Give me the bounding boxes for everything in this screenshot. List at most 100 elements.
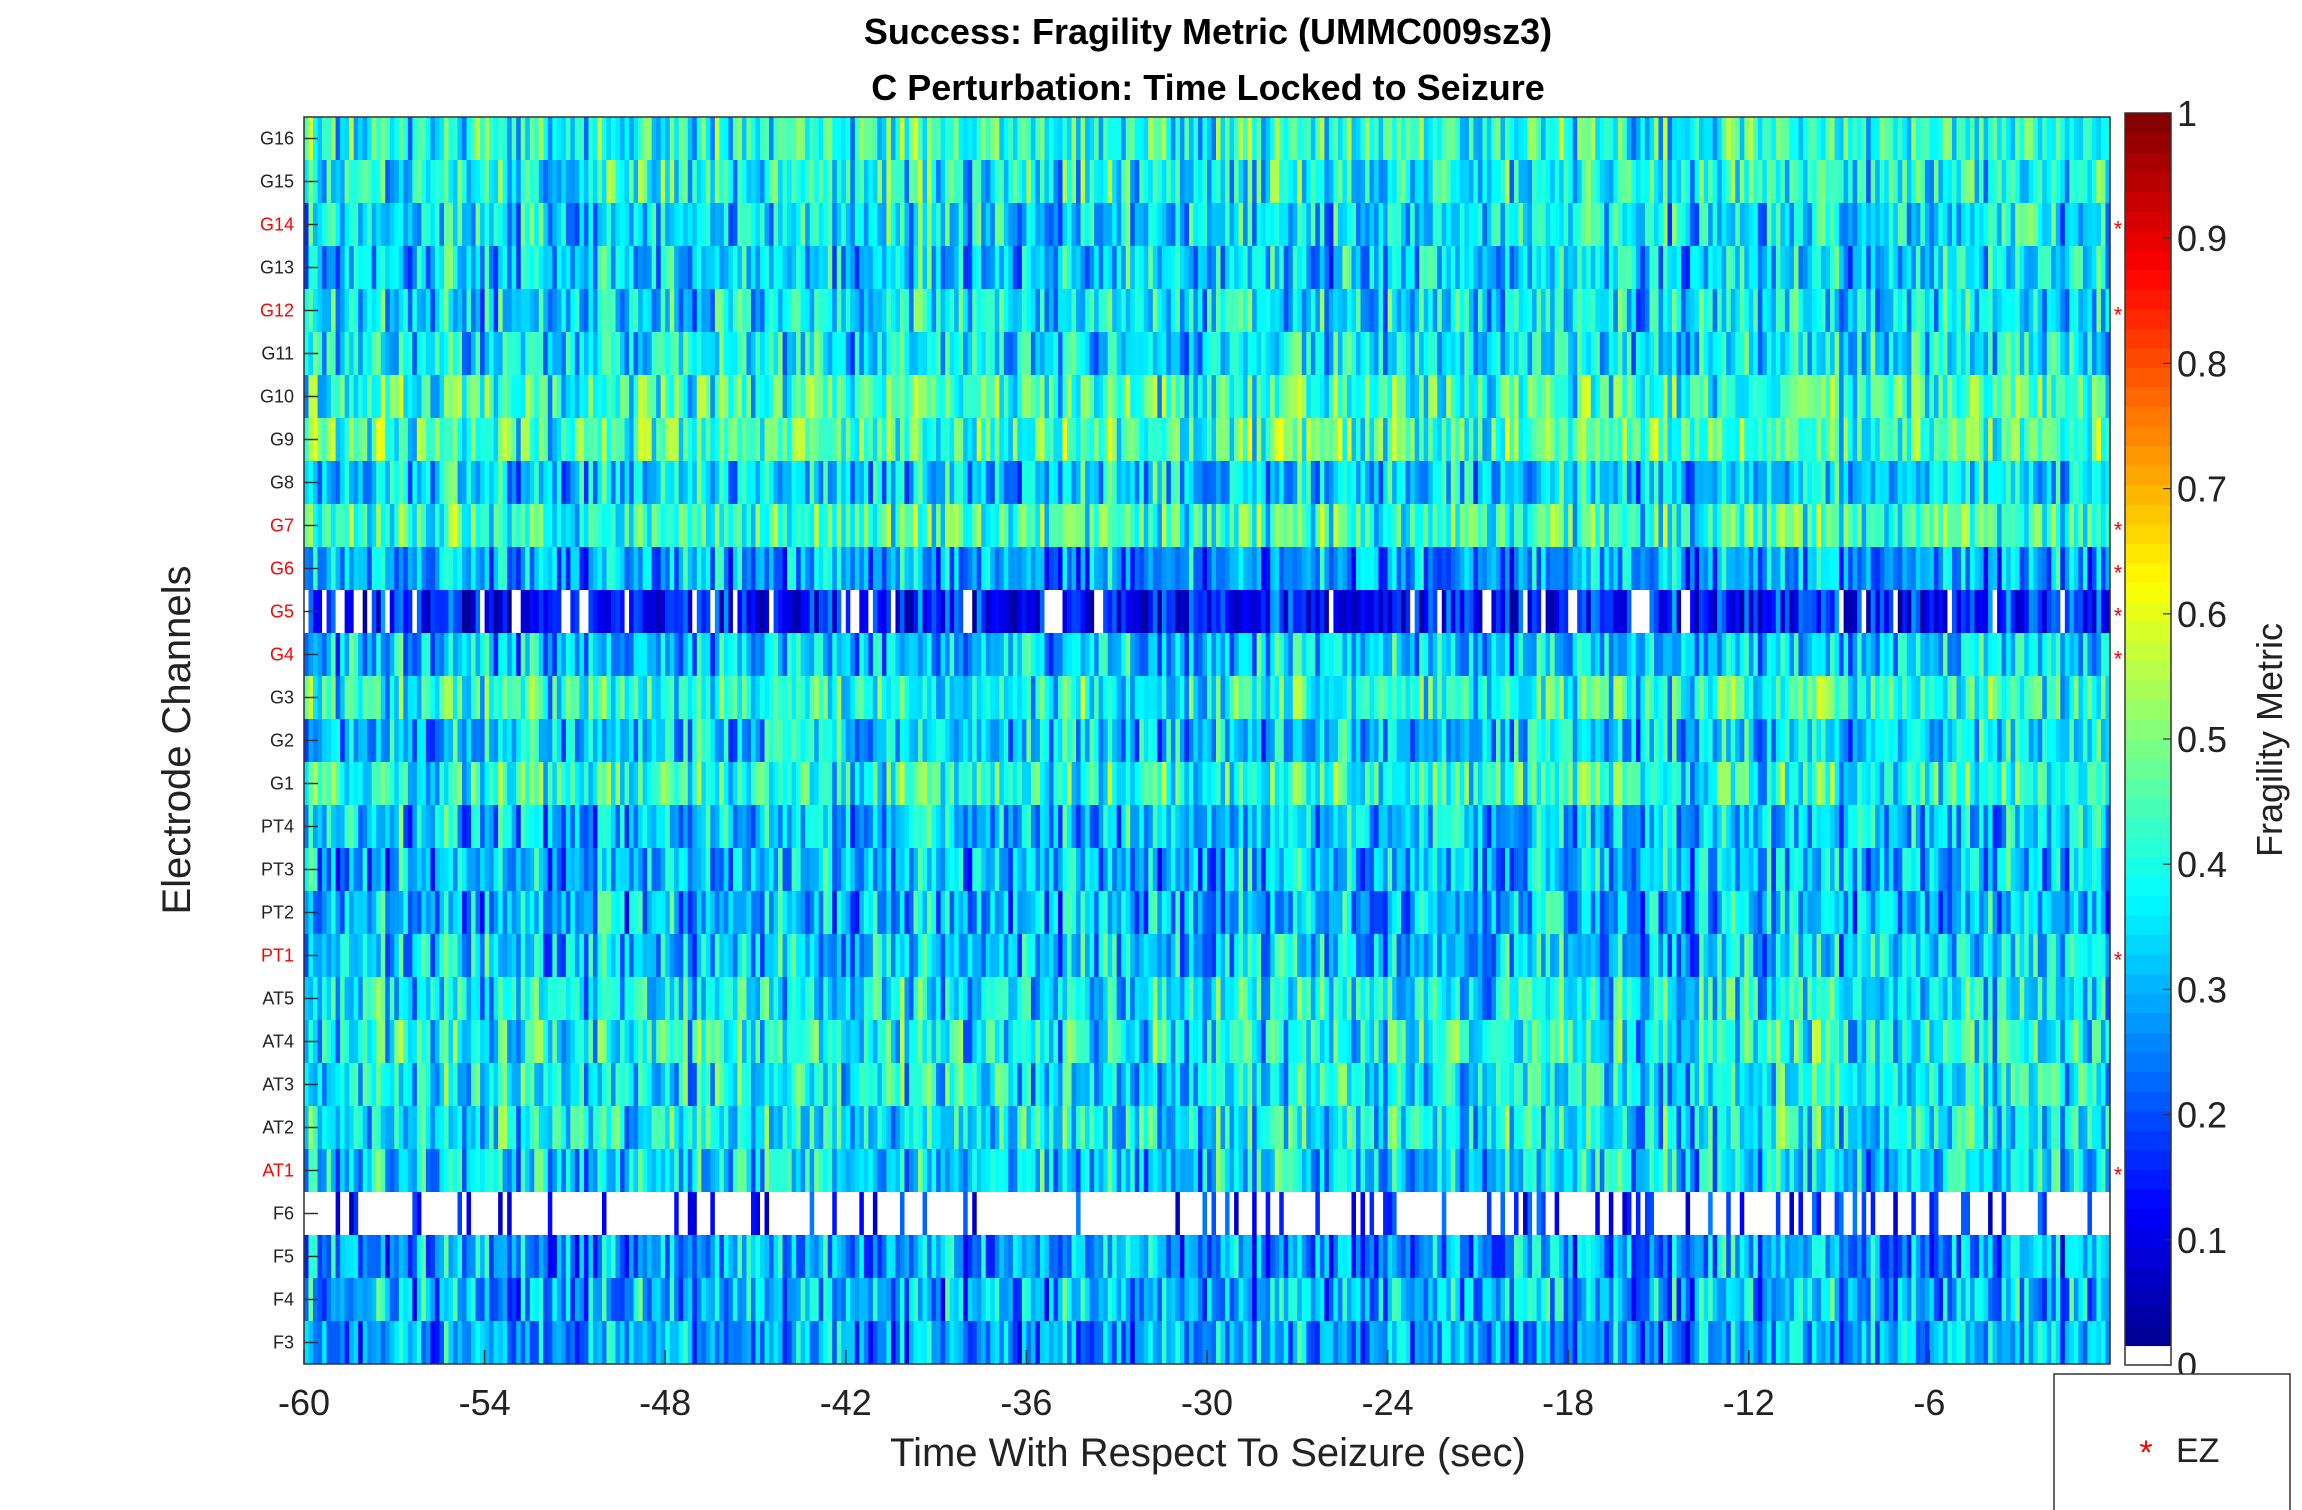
heatmap-cell (2024, 332, 2030, 376)
heatmap-cell (796, 160, 802, 204)
heatmap-cell (1396, 332, 1402, 376)
heatmap-cell (1613, 289, 1619, 333)
heatmap-cell (1134, 289, 1140, 333)
heatmap-cell (2069, 203, 2075, 247)
heatmap-cell (904, 633, 910, 677)
heatmap-cell (1333, 375, 1339, 419)
heatmap-cell (1775, 160, 1781, 204)
heatmap-cell (1234, 375, 1240, 419)
heatmap-cell (475, 504, 481, 548)
heatmap-cell (823, 633, 829, 677)
heatmap-cell (1870, 117, 1876, 161)
heatmap-cell (1920, 547, 1926, 591)
heatmap-cell (1482, 160, 1488, 204)
heatmap-cell (1586, 246, 1592, 290)
heatmap-cell (963, 375, 969, 419)
heatmap-cell (1613, 117, 1619, 161)
heatmap-cell (1184, 289, 1190, 333)
heatmap-cell (1504, 590, 1511, 634)
heatmap-cell (597, 160, 603, 204)
heatmap-cell (2078, 332, 2084, 376)
heatmap-cell (1139, 117, 1145, 161)
heatmap-cell (760, 504, 766, 548)
heatmap-cell (344, 461, 350, 505)
heatmap-cell (687, 203, 693, 247)
heatmap-cell (1757, 332, 1763, 376)
heatmap-cell (1550, 117, 1556, 161)
heatmap-cell (1365, 203, 1371, 247)
heatmap-cell (976, 504, 982, 548)
heatmap-cell (367, 203, 373, 247)
heatmap-cell (601, 590, 608, 634)
heatmap-cell (480, 203, 486, 247)
heatmap-cell (1653, 160, 1660, 204)
heatmap-cell (376, 332, 382, 376)
heatmap-cell (1238, 246, 1244, 290)
chart-title-line1: Success: Fragility Metric (UMMC009sz3) (864, 11, 1552, 52)
heatmap-cell (403, 246, 409, 290)
heatmap-cell (890, 375, 897, 419)
heatmap-cell (1175, 418, 1181, 462)
heatmap-cell (453, 633, 459, 677)
heatmap-cell (1017, 590, 1023, 634)
heatmap-cell (1577, 590, 1583, 634)
heatmap-cell (1956, 461, 1962, 505)
heatmap-cell (1523, 547, 1529, 591)
heatmap-cell (2096, 160, 2102, 204)
heatmap-cell (899, 117, 906, 161)
heatmap-cell (1807, 547, 1813, 591)
heatmap-cell (669, 375, 675, 419)
heatmap-cell (863, 117, 869, 161)
heatmap-cell (1076, 332, 1082, 376)
heatmap-cell (1617, 203, 1623, 247)
heatmap-cell (899, 375, 906, 419)
heatmap-cell (787, 203, 793, 247)
heatmap-cell (2001, 117, 2007, 161)
heatmap-cell (1428, 418, 1434, 462)
heatmap-cell (981, 375, 987, 419)
heatmap-cell (1446, 246, 1452, 290)
heatmap-cell (2073, 289, 2079, 333)
heatmap-cell (958, 203, 964, 247)
heatmap-cell (1947, 547, 1953, 591)
heatmap-cell (976, 461, 982, 505)
heatmap-cell (1121, 375, 1127, 419)
heatmap-cell (1504, 547, 1511, 591)
heatmap-cell (1012, 160, 1018, 204)
heatmap-cell (425, 246, 432, 290)
heatmap-cell (1843, 590, 1849, 634)
heatmap-cell (1346, 289, 1353, 333)
heatmap-cell (791, 246, 797, 290)
heatmap-cell (398, 547, 404, 591)
heatmap-cell (1067, 160, 1073, 204)
heatmap-cell (1938, 246, 1944, 290)
heatmap-cell (1550, 332, 1556, 376)
heatmap-cell (1500, 547, 1506, 591)
heatmap-cell (457, 547, 463, 591)
heatmap-cell (1401, 504, 1407, 548)
heatmap-cell (701, 289, 707, 333)
heatmap-cell (1653, 203, 1660, 247)
heatmap-cell (827, 590, 833, 634)
heatmap-cell (931, 246, 937, 290)
heatmap-cell (832, 375, 838, 419)
heatmap-cell (669, 590, 675, 634)
heatmap-cell (674, 547, 680, 591)
heatmap-cell (692, 590, 698, 634)
heatmap-cell (1179, 246, 1186, 290)
heatmap-cell (462, 117, 468, 161)
heatmap-cell (665, 117, 671, 161)
heatmap-cell (1744, 375, 1750, 419)
heatmap-cell (556, 547, 562, 591)
heatmap-cell (498, 289, 504, 333)
heatmap-cell (696, 246, 702, 290)
heatmap-cell (565, 504, 571, 548)
heatmap-cell (746, 117, 752, 161)
heatmap-cell (543, 461, 549, 505)
heatmap-cell (1617, 418, 1623, 462)
heatmap-cell (1473, 289, 1479, 333)
heatmap-cell (1008, 461, 1014, 505)
heatmap-cell (827, 418, 833, 462)
heatmap-cell (1577, 289, 1583, 333)
heatmap-cell (1098, 504, 1104, 548)
